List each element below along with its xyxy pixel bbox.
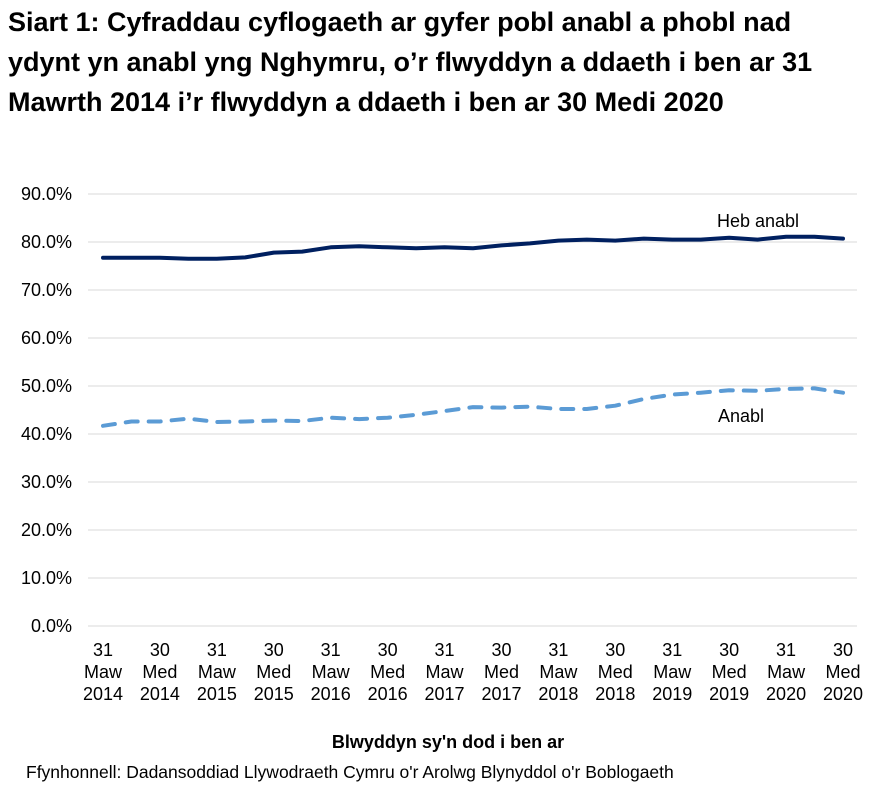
y-tick-label: 10.0% bbox=[21, 568, 72, 588]
x-tick-label: Maw bbox=[312, 662, 351, 682]
x-tick-label: 30 bbox=[605, 640, 625, 660]
x-tick-label: Med bbox=[370, 662, 405, 682]
x-tick-label: Med bbox=[256, 662, 291, 682]
x-tick-label: Maw bbox=[767, 662, 806, 682]
x-tick-label: 31 bbox=[435, 640, 455, 660]
x-tick-label: 2015 bbox=[197, 684, 237, 704]
x-tick-label: 31 bbox=[548, 640, 568, 660]
x-tick-label: 2017 bbox=[425, 684, 465, 704]
x-tick-label: 31 bbox=[207, 640, 227, 660]
series-line-heb-anabl bbox=[101, 234, 845, 261]
y-tick-label: 20.0% bbox=[21, 520, 72, 540]
x-tick-label: 2017 bbox=[481, 684, 521, 704]
x-tick-label: Med bbox=[712, 662, 747, 682]
x-tick-label: Med bbox=[598, 662, 633, 682]
chart-title: Siart 1: Cyfraddau cyflogaeth ar gyfer p… bbox=[8, 7, 813, 117]
y-tick-label: 80.0% bbox=[21, 232, 72, 252]
x-tick-label: Med bbox=[825, 662, 860, 682]
x-tick-label: 2019 bbox=[709, 684, 749, 704]
x-tick-label: 2014 bbox=[140, 684, 180, 704]
x-tick-label: 2020 bbox=[766, 684, 806, 704]
x-tick-label: 30 bbox=[719, 640, 739, 660]
x-tick-label: 31 bbox=[321, 640, 341, 660]
x-tick-label: 31 bbox=[662, 640, 682, 660]
y-tick-label: 0.0% bbox=[31, 616, 72, 636]
y-tick-label: 50.0% bbox=[21, 376, 72, 396]
x-tick-label: Med bbox=[484, 662, 519, 682]
x-tick-label: 2020 bbox=[823, 684, 863, 704]
x-tick-label: Maw bbox=[539, 662, 578, 682]
x-tick-label: 31 bbox=[776, 640, 796, 660]
y-tick-label: 60.0% bbox=[21, 328, 72, 348]
x-tick-label: 30 bbox=[833, 640, 853, 660]
y-tick-label: 30.0% bbox=[21, 472, 72, 492]
x-tick-label: 2015 bbox=[254, 684, 294, 704]
x-tick-label: 2014 bbox=[83, 684, 123, 704]
x-axis-title: Blwyddyn sy'n dod i ben ar bbox=[332, 732, 564, 752]
x-tick-label: Maw bbox=[84, 662, 123, 682]
series-label-anabl: Anabl bbox=[718, 406, 764, 426]
x-tick-label: 31 bbox=[93, 640, 113, 660]
x-tick-label: 30 bbox=[264, 640, 284, 660]
x-tick-label: 2016 bbox=[311, 684, 351, 704]
x-tick-label: Maw bbox=[653, 662, 692, 682]
x-tick-label: 2018 bbox=[595, 684, 635, 704]
y-tick-label: 40.0% bbox=[21, 424, 72, 444]
x-tick-label: 2019 bbox=[652, 684, 692, 704]
source-note: Ffynhonnell: Dadansoddiad Llywodraeth Cy… bbox=[26, 762, 674, 782]
y-tick-label: 70.0% bbox=[21, 280, 72, 300]
x-tick-label: Med bbox=[142, 662, 177, 682]
series-label-heb-anabl: Heb anabl bbox=[717, 211, 799, 231]
x-tick-label: Maw bbox=[426, 662, 465, 682]
y-tick-label: 90.0% bbox=[21, 184, 72, 204]
x-tick-label: 30 bbox=[378, 640, 398, 660]
x-tick-label: 2018 bbox=[538, 684, 578, 704]
x-tick-label: Maw bbox=[198, 662, 237, 682]
x-tick-label: 2016 bbox=[368, 684, 408, 704]
x-tick-label: 30 bbox=[150, 640, 170, 660]
x-tick-label: 30 bbox=[491, 640, 511, 660]
